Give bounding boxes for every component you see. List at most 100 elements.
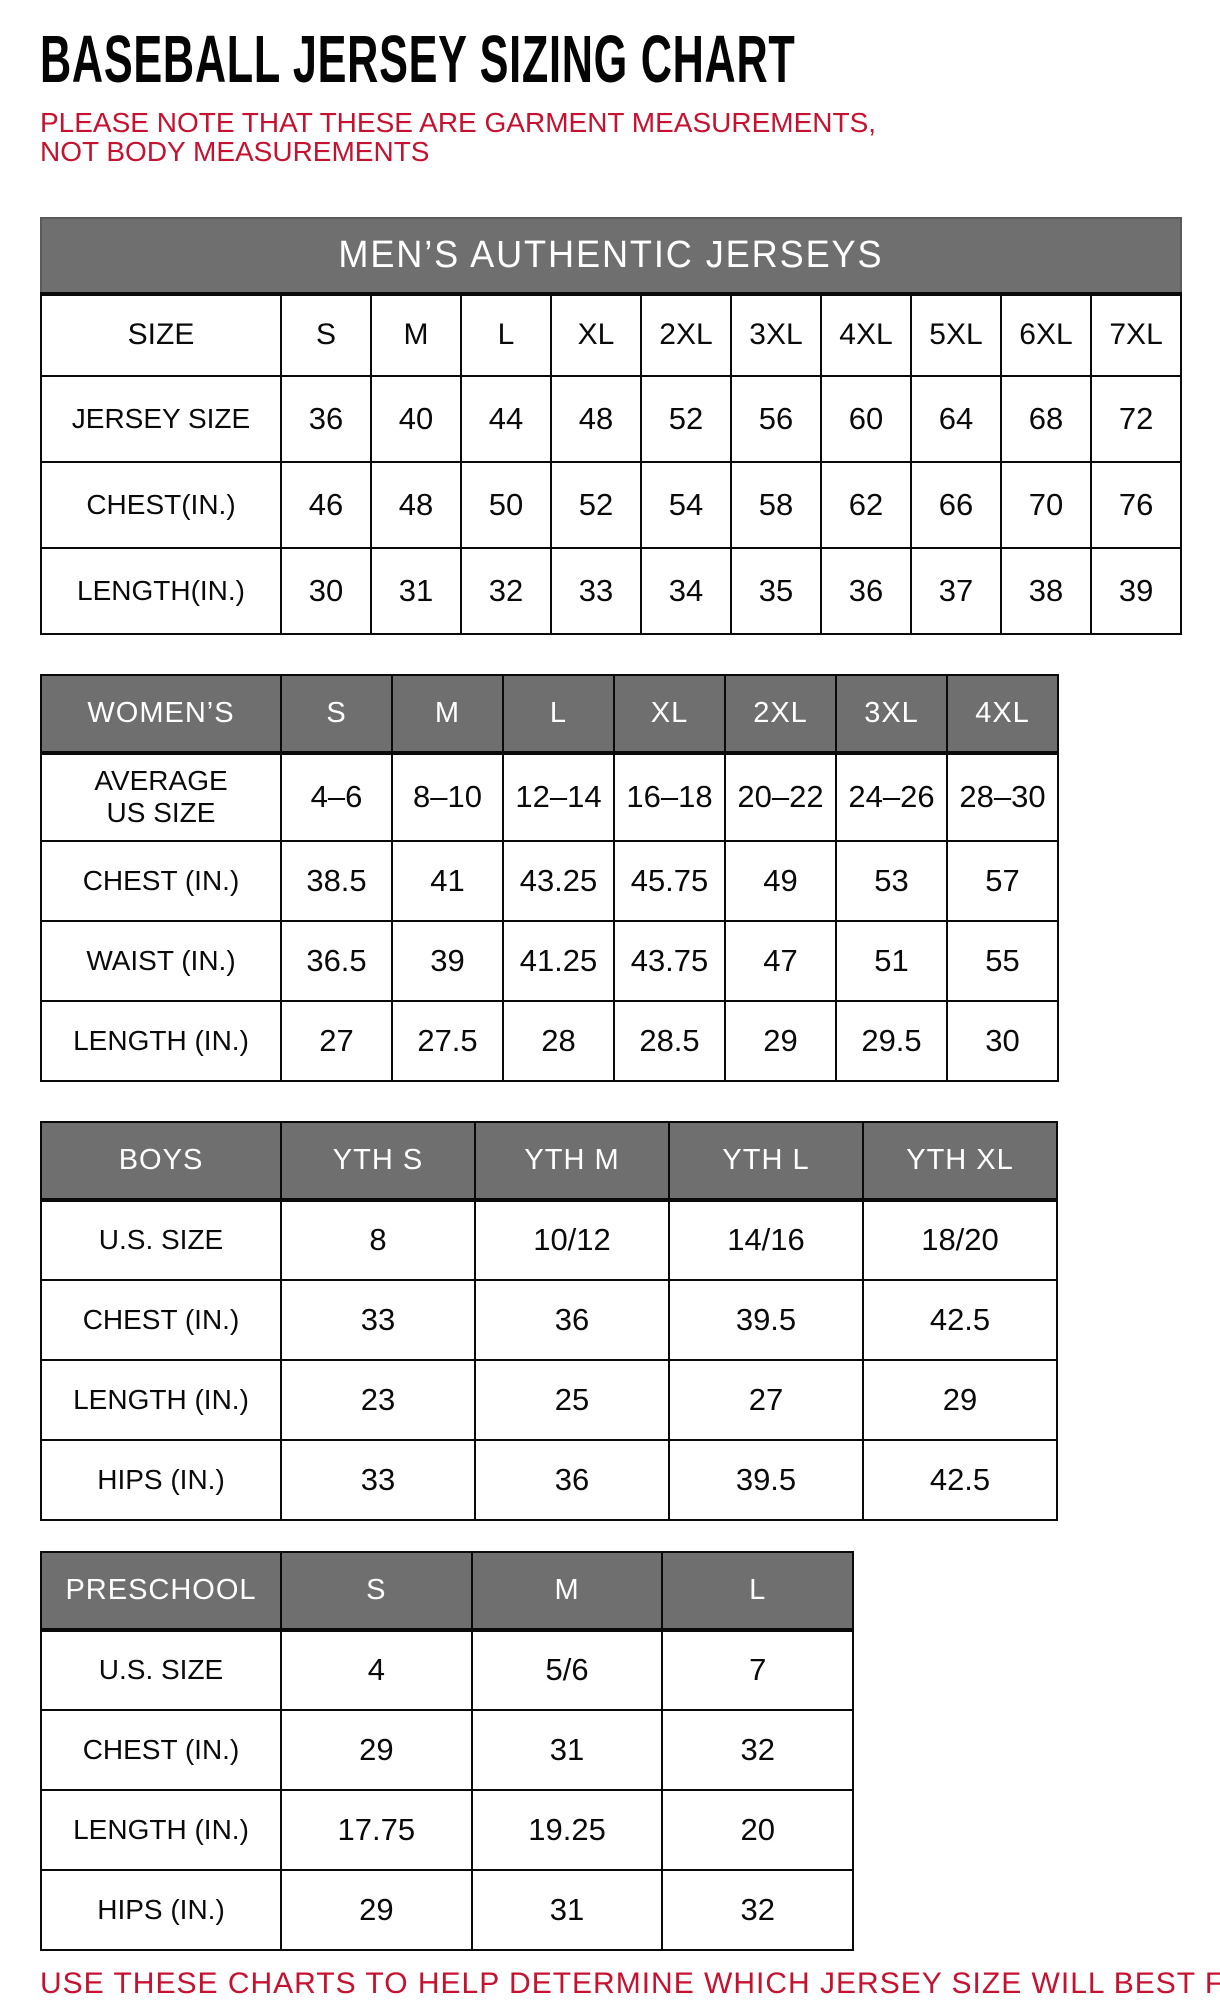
row-label-cell: CHEST (IN.) xyxy=(40,1278,282,1361)
value-cell: 25 xyxy=(474,1358,670,1441)
table-header-label: BOYS xyxy=(40,1120,282,1202)
value-cell: 7 xyxy=(661,1628,855,1711)
value-cell: 42.5 xyxy=(862,1438,1058,1521)
value-cell: 39.5 xyxy=(668,1278,864,1361)
row-label-cell: HIPS (IN.) xyxy=(40,1868,282,1951)
value-cell: 37 xyxy=(910,546,1002,635)
table-row: U.S. SIZE 4 5/6 7 xyxy=(40,1628,855,1711)
value-cell: 72 xyxy=(1089,374,1183,463)
value-cell: 50 xyxy=(460,460,552,549)
value-cell: 33 xyxy=(550,546,642,635)
row-label-cell: AVERAGE US SIZE xyxy=(40,751,282,842)
page-title: BASEBALL JERSEY SIZING CHART xyxy=(40,21,796,97)
table-row: CHEST (IN.) 38.5 41 43.25 45.75 49 53 57 xyxy=(40,839,1059,922)
footer-note: USE THESE CHARTS TO HELP DETERMINE WHICH… xyxy=(40,1966,1220,2000)
row-label-cell: LENGTH (IN.) xyxy=(40,999,282,1082)
row-label-cell: CHEST (IN.) xyxy=(40,839,282,922)
value-cell: 36.5 xyxy=(280,919,393,1002)
table-row: LENGTH (IN.) 23 25 27 29 xyxy=(40,1358,1058,1441)
table-row: JERSEY SIZE 36 40 44 48 52 56 60 64 68 72 xyxy=(40,374,1183,463)
column-header-cell: 7XL xyxy=(1089,292,1183,377)
table-row: HIPS (IN.) 29 31 32 xyxy=(40,1868,855,1951)
value-cell: 36 xyxy=(820,546,912,635)
value-cell: 14/16 xyxy=(668,1198,864,1281)
column-header-cell: S xyxy=(280,292,372,377)
column-header-cell: L xyxy=(460,292,552,377)
value-cell: 4 xyxy=(280,1628,473,1711)
value-cell: 36 xyxy=(474,1278,670,1361)
row-label-cell: CHEST (IN.) xyxy=(40,1708,282,1791)
boys-sizing-table: BOYS YTH S YTH M YTH L YTH XL U.S. SIZE 8 10/12… xyxy=(40,1120,1058,1521)
table-header-label: PRESCHOOL xyxy=(40,1550,282,1632)
value-cell: 70 xyxy=(1000,460,1092,549)
value-cell: 27 xyxy=(280,999,393,1082)
column-header-cell: YTH S xyxy=(280,1120,476,1202)
value-cell: 64 xyxy=(910,374,1002,463)
column-header-cell: 4XL xyxy=(946,673,1059,755)
value-cell: 43.75 xyxy=(613,919,726,1002)
garment-measurements-note: PLEASE NOTE THAT THESE ARE GARMENT MEASU… xyxy=(40,107,877,168)
row-label-cell: U.S. SIZE xyxy=(40,1628,282,1711)
table-banner-title: MEN’S AUTHENTIC JERSEYS xyxy=(338,233,884,276)
value-cell: 46 xyxy=(280,460,372,549)
value-cell: 39 xyxy=(1089,546,1183,635)
table-row: CHEST(IN.) 46 48 50 52 54 58 62 66 70 76 xyxy=(40,460,1183,549)
table-row: CHEST (IN.) 33 36 39.5 42.5 xyxy=(40,1278,1058,1361)
value-cell: 8–10 xyxy=(391,751,504,842)
table-row: HIPS (IN.) 33 36 39.5 42.5 xyxy=(40,1438,1058,1521)
column-header-cell: 6XL xyxy=(1000,292,1092,377)
value-cell: 24–26 xyxy=(835,751,948,842)
table-row: AVERAGE US SIZE 4–6 8–10 12–14 16–18 20–22 24–… xyxy=(40,751,1059,842)
column-header-cell: XL xyxy=(550,292,642,377)
table-row: LENGTH (IN.) 27 27.5 28 28.5 29 29.5 30 xyxy=(40,999,1059,1082)
row-label-cell: U.S. SIZE xyxy=(40,1198,282,1281)
row-label-cell: JERSEY SIZE xyxy=(40,374,282,463)
value-cell: 34 xyxy=(640,546,732,635)
table-row: LENGTH (IN.) 17.75 19.25 20 xyxy=(40,1788,855,1871)
value-cell: 19.25 xyxy=(470,1788,664,1871)
value-cell: 29 xyxy=(280,1708,473,1791)
table-row: LENGTH(IN.) 30 31 32 33 34 35 36 37 38 39 xyxy=(40,546,1183,635)
row-label-cell: WAIST (IN.) xyxy=(40,919,282,1002)
row-label-cell: LENGTH (IN.) xyxy=(40,1788,282,1871)
value-cell: 18/20 xyxy=(862,1198,1058,1281)
value-cell: 48 xyxy=(370,460,462,549)
column-header-cell: YTH L xyxy=(668,1120,864,1202)
table-row: CHEST (IN.) 29 31 32 xyxy=(40,1708,855,1791)
column-header-cell: L xyxy=(502,673,615,755)
value-cell: 36 xyxy=(474,1438,670,1521)
value-cell: 43.25 xyxy=(502,839,615,922)
value-cell: 4–6 xyxy=(280,751,393,842)
value-cell: 39.5 xyxy=(668,1438,864,1521)
value-cell: 29 xyxy=(280,1868,473,1951)
value-cell: 30 xyxy=(280,546,372,635)
value-cell: 68 xyxy=(1000,374,1092,463)
column-header-cell: 5XL xyxy=(910,292,1002,377)
column-header-cell: 3XL xyxy=(730,292,822,377)
value-cell: 8 xyxy=(280,1198,476,1281)
value-cell: 41.25 xyxy=(502,919,615,1002)
row-label-cell: HIPS (IN.) xyxy=(40,1438,282,1521)
column-header-cell: 4XL xyxy=(820,292,912,377)
table-row: WAIST (IN.) 36.5 39 41.25 43.75 47 51 55 xyxy=(40,919,1059,1002)
value-cell: 62 xyxy=(820,460,912,549)
table-header-row: BOYS YTH S YTH M YTH L YTH XL xyxy=(40,1120,1058,1202)
value-cell: 16–18 xyxy=(613,751,726,842)
value-cell: 54 xyxy=(640,460,732,549)
value-cell: 29.5 xyxy=(835,999,948,1082)
value-cell: 27 xyxy=(668,1358,864,1441)
value-cell: 27.5 xyxy=(391,999,504,1082)
value-cell: 56 xyxy=(730,374,822,463)
mens-sizing-table: MEN’S AUTHENTIC JERSEYS SIZE S M L XL 2XL 3XL 4X… xyxy=(39,216,1183,635)
value-cell: 20–22 xyxy=(724,751,837,842)
column-header-cell: 2XL xyxy=(724,673,837,755)
value-cell: 53 xyxy=(835,839,948,922)
value-cell: 31 xyxy=(470,1708,664,1791)
column-header-cell: S xyxy=(280,1550,473,1632)
value-cell: 45.75 xyxy=(613,839,726,922)
table-banner-row: MEN’S AUTHENTIC JERSEYS xyxy=(39,216,1183,296)
value-cell: 28 xyxy=(502,999,615,1082)
value-cell: 32 xyxy=(661,1708,855,1791)
value-cell: 52 xyxy=(550,460,642,549)
